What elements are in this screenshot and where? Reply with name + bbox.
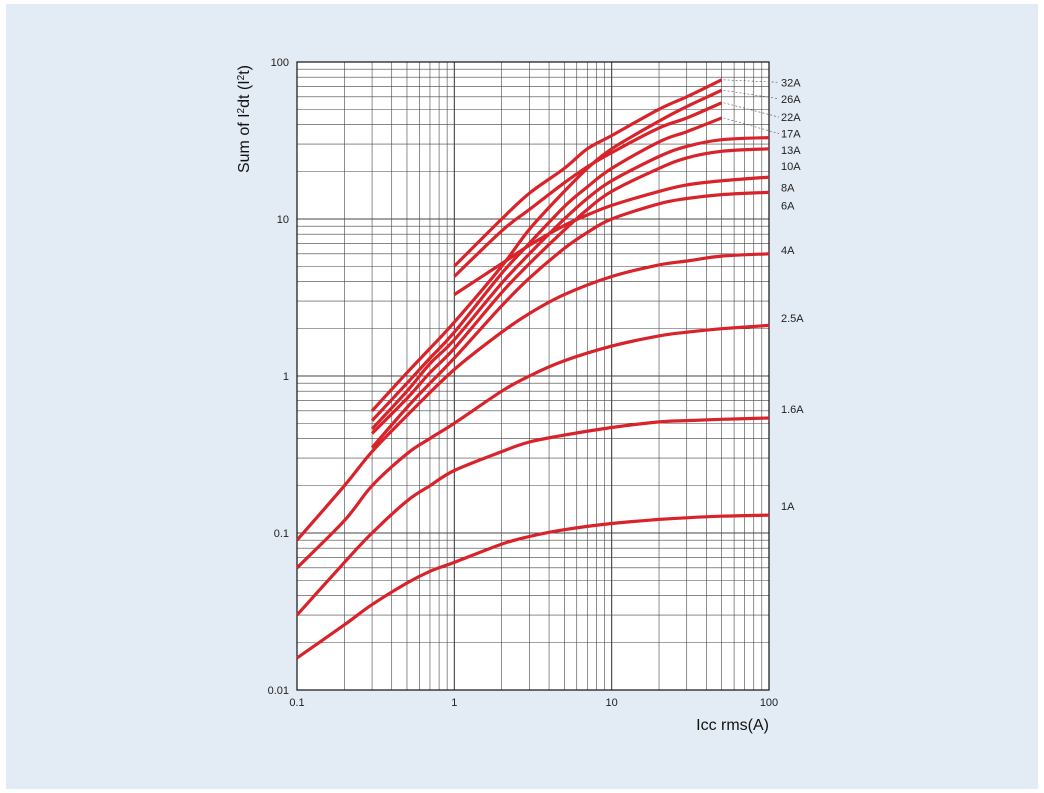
- curve-1A: [296, 513, 770, 660]
- y-tick-label: 100: [271, 57, 289, 69]
- curve-6A: [370, 190, 770, 449]
- curve-4A: [295, 252, 770, 542]
- leader-line: [723, 117, 780, 134]
- x-axis-title: Icc rms(A): [696, 717, 769, 734]
- series-label: 32A: [781, 77, 801, 89]
- series-label: 22A: [781, 112, 801, 124]
- series-label: 10A: [781, 161, 801, 173]
- curve-32A: [453, 78, 723, 268]
- chart-panel: 0.1 1 10 100 0.01 0.1 1 10 100 32A 26A 22A 17A 13A 1…: [6, 4, 1038, 789]
- y-axis-title: Sum of I2dt (I2t): [236, 65, 254, 173]
- x-tick-label: 10: [606, 697, 618, 709]
- y-tick-label: 0.01: [268, 685, 289, 697]
- y-axis-ticks: 0.01 0.1 1 10 100: [268, 57, 289, 697]
- curve-13A: [370, 136, 770, 430]
- y-tick-label: 0.1: [274, 528, 289, 540]
- series-label: 4A: [781, 245, 795, 257]
- leader-line: [723, 79, 780, 83]
- grid: [296, 61, 770, 691]
- x-tick-label: 1: [451, 697, 457, 709]
- series-label: 6A: [781, 200, 795, 212]
- curve-22A: [453, 101, 723, 278]
- series-label: 26A: [781, 94, 801, 106]
- curves: [295, 78, 770, 660]
- curve-2.5A: [295, 323, 770, 569]
- curve-17A: [370, 116, 723, 422]
- leader-line: [723, 102, 780, 118]
- x-tick-label: 100: [760, 697, 778, 709]
- y-tick-label: 1: [283, 371, 289, 383]
- leader-line: [723, 90, 780, 100]
- series-label: 1.6A: [781, 404, 804, 416]
- curve-1.6A: [295, 416, 770, 617]
- series-label: 17A: [781, 129, 801, 141]
- series-label: 2.5A: [781, 313, 804, 325]
- y-tick-label: 10: [277, 214, 289, 226]
- curve-10A: [370, 147, 770, 435]
- series-label: 1A: [781, 501, 795, 513]
- x-axis-ticks: 0.1 1 10 100: [289, 697, 778, 709]
- x-tick-label: 0.1: [289, 697, 304, 709]
- series-labels: 32A 26A 22A 17A 13A 10A 8A 6A 4A 2.5A 1.6A 1A: [723, 77, 804, 513]
- plot-frame: [296, 61, 770, 691]
- curve-26A: [370, 88, 723, 412]
- series-label: 13A: [781, 145, 801, 157]
- series-label: 8A: [781, 182, 795, 194]
- curve-8A: [453, 175, 770, 296]
